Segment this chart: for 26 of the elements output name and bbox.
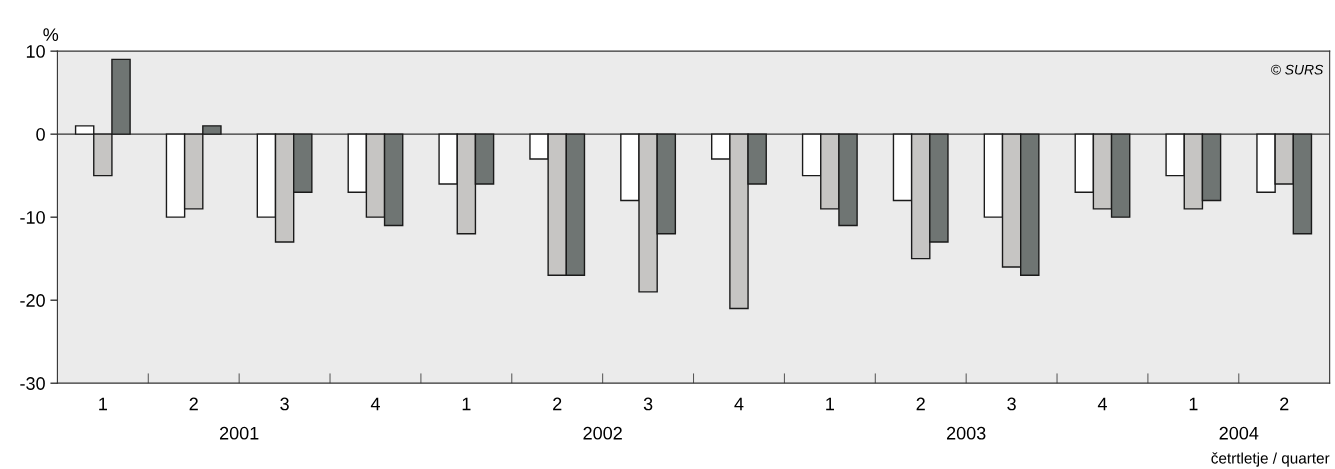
x-tick-label: 2 <box>916 397 925 411</box>
x-tick-label: 2 <box>553 397 562 411</box>
x-tick-label: 4 <box>734 397 744 411</box>
text: 2002 <box>583 426 622 440</box>
x-tick-label: 4 <box>370 397 380 411</box>
y-tick-label: -10 <box>20 211 45 224</box>
x-tick-label: 3 <box>280 397 289 411</box>
x-tick-label: 2 <box>1280 397 1289 411</box>
text: 2001 <box>219 426 259 440</box>
y-tick-label: 10 <box>26 45 45 58</box>
text: 2003 <box>946 426 986 440</box>
x-tick-label: 3 <box>1007 397 1016 411</box>
x-tick-label: 3 <box>643 397 653 411</box>
y-tick-label: -20 <box>20 294 45 307</box>
y-tick-label: -30 <box>20 377 45 390</box>
x-tick-label: 2 <box>189 397 198 411</box>
x-axis-title: četrtletje / quarter <box>1211 452 1330 467</box>
y-tick-label: 0 <box>36 128 45 141</box>
text: 2004 <box>1219 426 1259 440</box>
x-tick-label: 1 <box>826 397 834 411</box>
x-tick-label: 1 <box>1189 397 1198 411</box>
annotation: © SURS <box>1271 64 1324 75</box>
y-axis-title: % <box>43 28 59 41</box>
x-tick-label: 1 <box>462 397 471 411</box>
x-tick-label: 4 <box>1097 397 1107 411</box>
x-tick-label: 1 <box>99 397 107 411</box>
